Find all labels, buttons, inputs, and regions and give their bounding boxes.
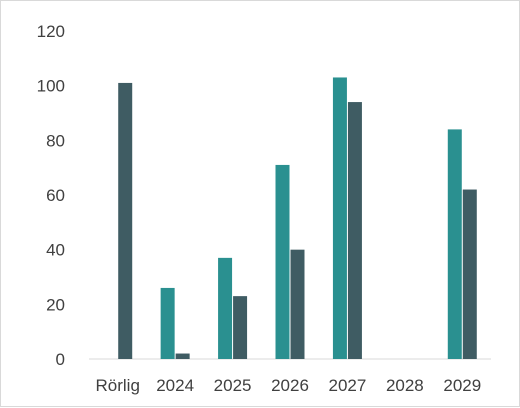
x-axis: Rörlig 2024 2025 2026 2027 2028 2029 bbox=[96, 376, 482, 395]
bar-series-1 bbox=[332, 77, 347, 359]
x-tick-label: 2025 bbox=[214, 376, 252, 395]
x-tick-label: 2029 bbox=[443, 376, 481, 395]
bar-series-2 bbox=[175, 353, 190, 359]
bar-series-1 bbox=[275, 164, 290, 359]
bar-series-2 bbox=[347, 102, 362, 360]
x-tick-label: 2026 bbox=[271, 376, 309, 395]
y-tick-label: 80 bbox=[46, 131, 65, 150]
x-tick-label: 2028 bbox=[386, 376, 424, 395]
y-axis: 0 20 40 60 80 100 120 bbox=[37, 22, 491, 369]
y-tick-label: 120 bbox=[37, 22, 65, 41]
y-tick-label: 20 bbox=[46, 295, 65, 314]
x-tick-label: 2027 bbox=[329, 376, 367, 395]
bar-series-1 bbox=[447, 129, 462, 359]
bar-series-1 bbox=[218, 257, 233, 359]
y-tick-label: 60 bbox=[46, 186, 65, 205]
bar-series-2 bbox=[118, 82, 133, 359]
bar-series-2 bbox=[290, 249, 305, 359]
y-tick-label: 100 bbox=[37, 77, 65, 96]
x-tick-label: Rörlig bbox=[96, 376, 140, 395]
bar-series-1 bbox=[160, 287, 175, 359]
bar-series-2 bbox=[233, 296, 248, 359]
y-tick-label: 0 bbox=[56, 350, 65, 369]
y-tick-label: 40 bbox=[46, 241, 65, 260]
bars bbox=[118, 77, 477, 360]
x-tick-label: 2024 bbox=[156, 376, 194, 395]
bar-series-2 bbox=[462, 189, 477, 359]
